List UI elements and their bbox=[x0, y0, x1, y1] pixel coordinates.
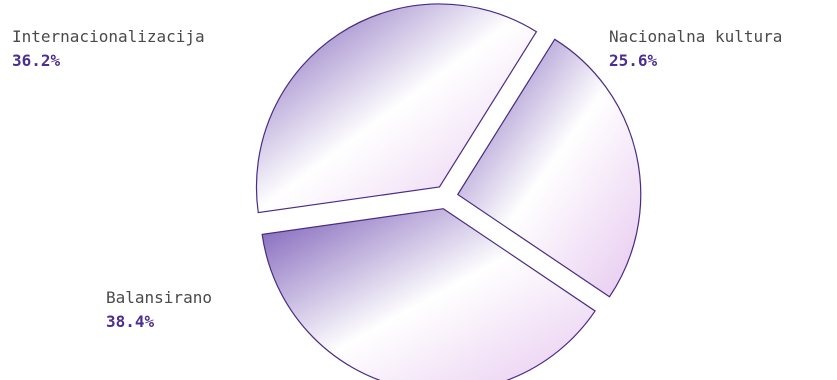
pie-slice-internacionalizacija bbox=[255, 3, 538, 214]
slice-value-nacionalna-kultura: 25.6% bbox=[609, 51, 658, 70]
pie-slice-nacionalna-kultura bbox=[456, 38, 642, 298]
slice-value-balansirano: 38.4% bbox=[106, 312, 155, 331]
slice-value-internacionalizacija: 36.2% bbox=[12, 51, 61, 70]
pie-slice-balansirano bbox=[261, 208, 596, 380]
pie-slices bbox=[255, 3, 642, 380]
slice-label-nacionalna-kultura: Nacionalna kultura bbox=[609, 27, 782, 46]
slice-label-balansirano: Balansirano bbox=[106, 288, 212, 307]
slice-label-internacionalizacija: Internacionalizacija bbox=[12, 27, 205, 46]
